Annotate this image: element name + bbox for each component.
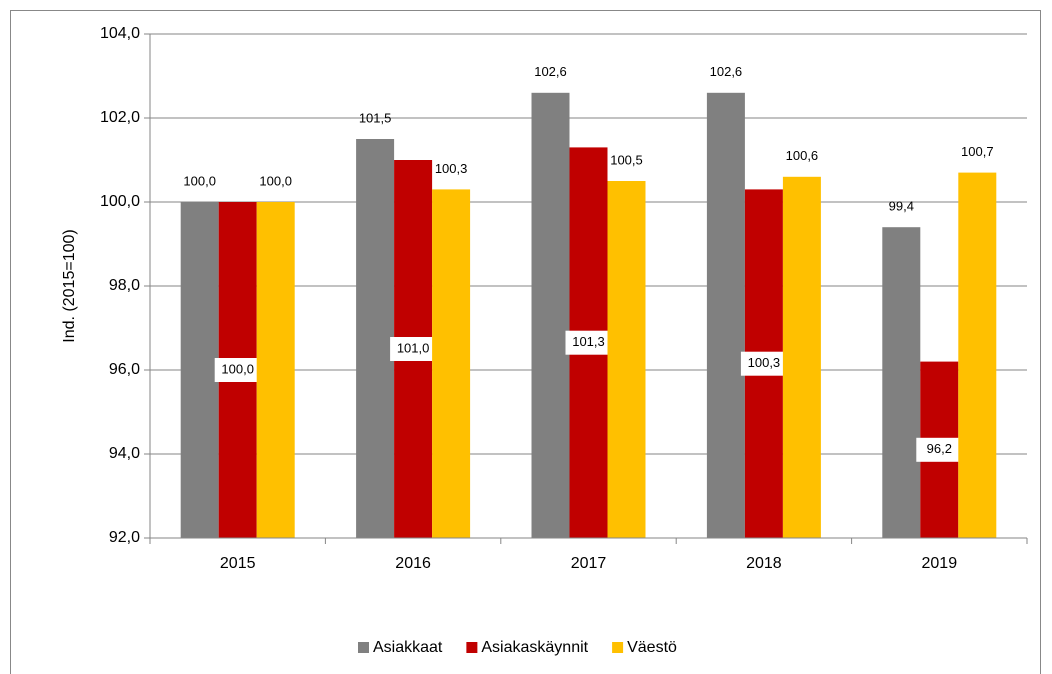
bar [531,92,570,539]
legend-swatch [358,642,369,653]
label-box [390,337,437,361]
data-label: 100,3 [435,161,468,176]
data-label: 101,3 [572,334,605,349]
data-label: 102,6 [534,64,567,79]
x-tick-label: 2015 [220,555,256,572]
legend-swatch [466,642,478,653]
label-box [214,358,261,382]
data-label: 101,0 [397,340,430,355]
bar [782,176,821,539]
x-tick-label: 2019 [922,555,958,572]
data-label: 100,7 [961,144,994,159]
data-label: 99,4 [889,199,914,214]
y-tick-label: 98,0 [109,277,140,294]
data-label: 100,0 [221,361,254,376]
legend-label: Väestö [627,639,677,656]
bar [356,139,395,538]
data-label: 100,6 [786,148,819,163]
label-box [565,330,612,355]
y-tick-label: 94,0 [109,445,140,462]
data-label: 102,6 [710,64,743,79]
data-label: 101,5 [359,110,392,125]
y-tick-label: 104,0 [100,25,140,42]
x-tick-label: 2017 [571,555,607,572]
bar [958,172,997,538]
x-tick-label: 2016 [395,555,431,572]
legend-label: Asiakkaat [373,639,443,656]
bar [432,189,471,538]
bar [706,92,745,539]
y-axis-label: Ind. (2015=100) [61,229,78,342]
legend-swatch [612,642,624,653]
legend-label: Asiakaskäynnit [481,639,588,656]
x-tick-label: 2018 [746,555,782,572]
chart-frame [10,10,1041,674]
y-tick-label: 100,0 [100,193,140,210]
bar [882,227,921,538]
data-label: 100,3 [748,355,781,370]
label-box [740,351,787,376]
bar [256,202,295,538]
label-box [916,437,963,462]
data-label: 100,5 [610,152,643,167]
data-label: 100,0 [183,173,216,188]
bar [180,202,219,538]
y-tick-label: 96,0 [109,361,140,378]
y-tick-label: 102,0 [100,109,140,126]
bar [607,181,646,538]
data-label: 100,0 [259,173,292,188]
y-tick-label: 92,0 [109,529,140,546]
data-label: 96,2 [927,441,952,456]
